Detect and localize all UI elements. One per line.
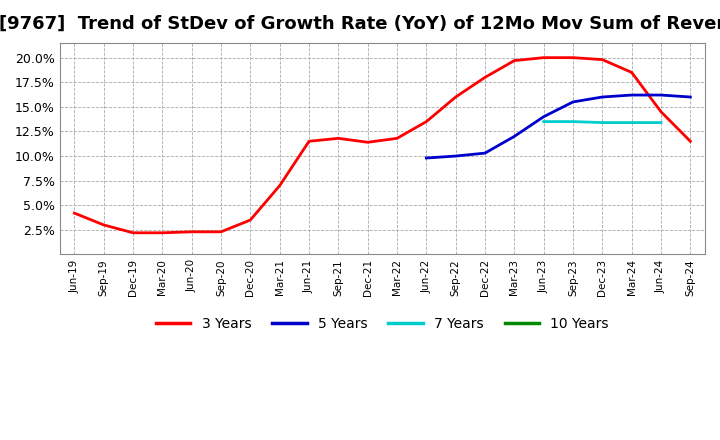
Legend: 3 Years, 5 Years, 7 Years, 10 Years: 3 Years, 5 Years, 7 Years, 10 Years — [150, 311, 615, 336]
3 Years — [246, 217, 255, 223]
5 Years — [569, 99, 577, 105]
3 Years — [70, 210, 78, 216]
3 Years — [392, 136, 401, 141]
7 Years — [657, 120, 665, 125]
3 Years — [158, 230, 167, 235]
7 Years — [627, 120, 636, 125]
5 Years — [627, 92, 636, 98]
3 Years — [422, 119, 431, 124]
7 Years — [569, 119, 577, 124]
5 Years — [598, 94, 607, 99]
Title: [9767]  Trend of StDev of Growth Rate (YoY) of 12Mo Mov Sum of Revenues: [9767] Trend of StDev of Growth Rate (Yo… — [0, 15, 720, 33]
Line: 3 Years: 3 Years — [74, 58, 690, 233]
3 Years — [481, 75, 490, 80]
Line: 5 Years: 5 Years — [426, 95, 690, 158]
3 Years — [451, 94, 460, 99]
5 Years — [539, 114, 548, 119]
3 Years — [305, 139, 313, 144]
3 Years — [187, 229, 196, 235]
3 Years — [217, 229, 225, 235]
3 Years — [686, 139, 695, 144]
5 Years — [657, 92, 665, 98]
7 Years — [539, 119, 548, 124]
Line: 7 Years: 7 Years — [544, 121, 661, 123]
5 Years — [510, 134, 518, 139]
3 Years — [99, 222, 108, 227]
7 Years — [598, 120, 607, 125]
3 Years — [569, 55, 577, 60]
3 Years — [510, 58, 518, 63]
3 Years — [334, 136, 343, 141]
3 Years — [598, 57, 607, 62]
5 Years — [422, 155, 431, 161]
5 Years — [686, 94, 695, 99]
3 Years — [539, 55, 548, 60]
3 Years — [275, 183, 284, 188]
3 Years — [627, 70, 636, 75]
3 Years — [657, 109, 665, 114]
3 Years — [129, 230, 138, 235]
5 Years — [451, 154, 460, 159]
5 Years — [481, 150, 490, 156]
3 Years — [364, 139, 372, 145]
